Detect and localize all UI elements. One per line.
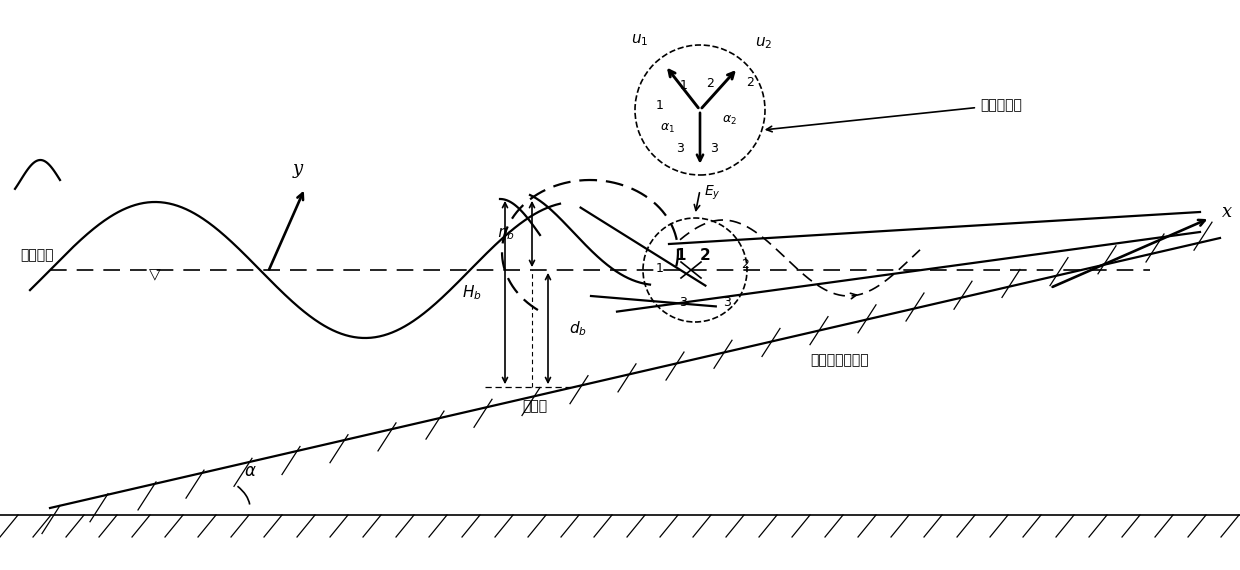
- Text: x: x: [1221, 203, 1233, 221]
- Text: 2: 2: [746, 75, 754, 88]
- Text: 平均水位: 平均水位: [20, 248, 53, 262]
- Text: 1: 1: [676, 247, 686, 263]
- Text: 3: 3: [723, 295, 730, 308]
- Text: $u_1$: $u_1$: [631, 32, 649, 48]
- Text: $\alpha$: $\alpha$: [243, 463, 257, 481]
- Text: 3: 3: [680, 295, 687, 308]
- Text: 1: 1: [656, 99, 663, 112]
- Text: ▽: ▽: [149, 267, 161, 283]
- Text: y: y: [293, 160, 303, 178]
- Text: $\eta_b$: $\eta_b$: [497, 226, 515, 242]
- Text: 1: 1: [656, 262, 663, 275]
- Text: 2: 2: [706, 76, 714, 89]
- Text: $\alpha_1$: $\alpha_1$: [660, 121, 675, 135]
- Text: $\alpha_2$: $\alpha_2$: [722, 113, 737, 127]
- Text: 破波点: 破波点: [522, 399, 548, 413]
- Text: $d_b$: $d_b$: [569, 319, 587, 338]
- Text: 3: 3: [676, 141, 684, 154]
- Text: 计算控制体: 计算控制体: [766, 98, 1022, 132]
- Text: 2: 2: [742, 258, 749, 271]
- Text: 2: 2: [699, 247, 711, 263]
- Text: 破波水流冲击点: 破波水流冲击点: [810, 353, 869, 367]
- Text: 3: 3: [711, 141, 718, 154]
- Text: $u_2$: $u_2$: [755, 35, 773, 51]
- Text: $H_b$: $H_b$: [463, 283, 482, 302]
- Text: 1: 1: [680, 79, 688, 92]
- Text: $E_y$: $E_y$: [703, 184, 720, 202]
